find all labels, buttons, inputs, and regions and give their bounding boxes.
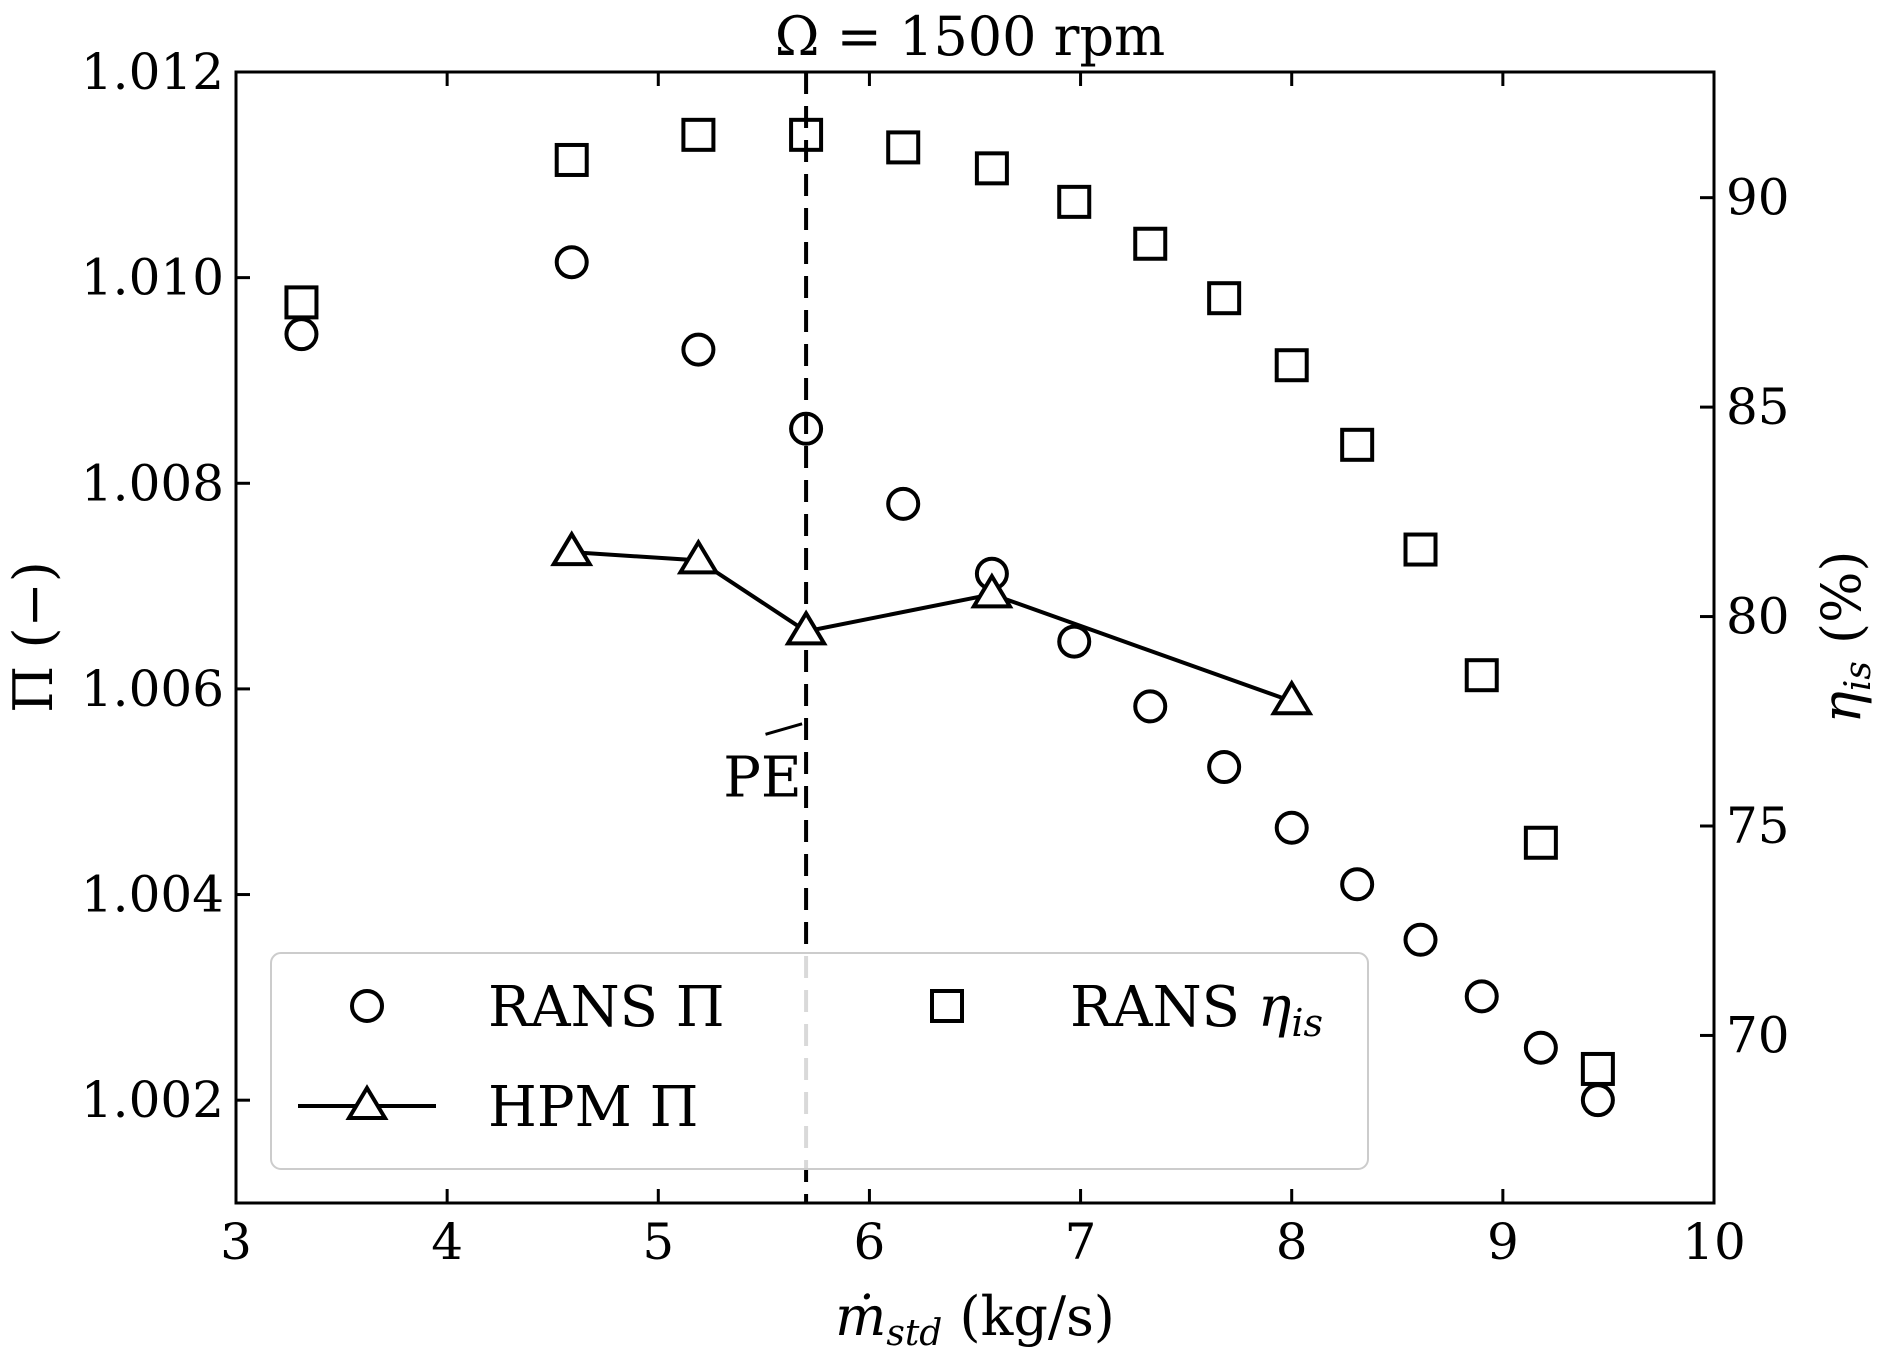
x-tick-label: 6 (854, 1213, 886, 1271)
data-point-circle (554, 245, 589, 280)
series-line (571, 550, 1293, 704)
y-left-tick-label: 1.002 (81, 1071, 224, 1129)
y-left-tick-label: 1.010 (81, 249, 224, 307)
y-right-tick-label: 85 (1726, 378, 1790, 436)
legend-box (270, 952, 1369, 1170)
data-point-square (1403, 532, 1438, 567)
data-point-circle (1580, 1083, 1615, 1118)
data-point-circle (1057, 624, 1092, 659)
legend-marker-rans-eta (930, 989, 964, 1023)
legend-label-rans-eta-symbol: η (1258, 975, 1292, 1040)
data-point-square (789, 117, 824, 152)
y-right-tick-label: 70 (1726, 1006, 1790, 1064)
legend-marker-hpm-pi (345, 1084, 389, 1120)
x-axis-label-sub: std (886, 1313, 942, 1354)
x-axis-label-base: ṁ (835, 1285, 886, 1348)
x-tick-label: 9 (1487, 1213, 1519, 1271)
x-tick-label: 8 (1276, 1213, 1308, 1271)
data-point-circle (1133, 689, 1168, 724)
data-point-square (1057, 184, 1092, 219)
data-point-triangle (676, 538, 720, 575)
y-axis-right-label-sub: is (1838, 661, 1879, 691)
data-point-square (681, 117, 716, 152)
data-point-square (1274, 348, 1309, 383)
y-axis-right-label: ηis (%) (1810, 551, 1879, 724)
y-right-tick-label: 75 (1726, 797, 1790, 855)
data-point-square (1340, 427, 1375, 462)
data-point-square (1580, 1051, 1615, 1086)
series-circle (284, 245, 1615, 1118)
y-axis-right-label-base: η (1810, 691, 1873, 723)
y-left-tick-label: 1.012 (81, 43, 224, 101)
axes-ticks: 3 4 5 6 7 8 9 10 1.002 1.004 1.006 1.008 1.010 1.012 7… (81, 43, 1790, 1271)
x-tick-label: 10 (1682, 1213, 1746, 1271)
y-left-tick-label: 1.008 (81, 454, 224, 512)
data-point-circle (284, 317, 319, 352)
data-point-circle (681, 332, 716, 367)
legend-label-rans-pi: RANS Π (488, 975, 725, 1040)
data-point-circle (886, 486, 921, 521)
data-point-circle (1207, 750, 1242, 785)
pe-annotation-label: PE (723, 745, 802, 810)
data-point-triangle (970, 572, 1014, 609)
data-point-circle (789, 411, 824, 446)
x-tick-label: 4 (431, 1213, 463, 1271)
y-right-tick-label: 90 (1726, 169, 1790, 227)
y-axis-right-label-unit: (%) (1810, 551, 1873, 662)
data-point-circle (1274, 810, 1309, 845)
data-point-square (284, 285, 319, 320)
data-point-circle (1340, 867, 1375, 902)
data-point-triangle (784, 609, 828, 646)
legend-label-hpm-pi: HPM Π (488, 1075, 699, 1140)
x-tick-label: 5 (642, 1213, 674, 1271)
x-axis-label: ṁstd (kg/s) (835, 1285, 1115, 1354)
pe-annotation-leader (765, 722, 803, 736)
legend-label-rans-eta-sub: is (1291, 1001, 1323, 1045)
y-left-tick-label: 1.006 (81, 660, 224, 718)
data-point-square (974, 151, 1009, 186)
data-point-circle (1403, 922, 1438, 957)
data-point-triangle (1270, 679, 1314, 716)
chart-title: Ω = 1500 rpm (775, 5, 1166, 68)
y-axis-left-label: Π (−) (2, 561, 65, 713)
data-point-square (1464, 658, 1499, 693)
legend-label-rans-eta: RANS ηis (1070, 975, 1323, 1045)
y-left-tick-label: 1.004 (81, 866, 224, 924)
data-point-square (886, 130, 921, 165)
x-tick-label: 3 (220, 1213, 252, 1271)
data-point-triangle (550, 530, 594, 567)
data-point-square (1523, 825, 1558, 860)
series-square (284, 117, 1615, 1086)
data-point-square (554, 142, 589, 177)
plot-frame (234, 70, 1716, 1205)
series-triangle (550, 530, 1314, 716)
y-right-tick-label: 80 (1726, 588, 1790, 646)
data-point-circle (1523, 1030, 1558, 1065)
pe-annotation: PE (723, 722, 803, 810)
data-point-square (1133, 226, 1168, 261)
x-axis-label-unit: (kg/s) (942, 1285, 1115, 1348)
legend-label-rans-eta-text: RANS (1070, 975, 1258, 1040)
data-point-square (1207, 281, 1242, 316)
legend: RANS Π RANS ηis HPM Π (270, 952, 1369, 1170)
plot-area (284, 72, 1615, 1203)
legend-marker-rans-pi (350, 989, 384, 1023)
x-tick-label: 7 (1065, 1213, 1097, 1271)
data-point-circle (1464, 979, 1499, 1014)
